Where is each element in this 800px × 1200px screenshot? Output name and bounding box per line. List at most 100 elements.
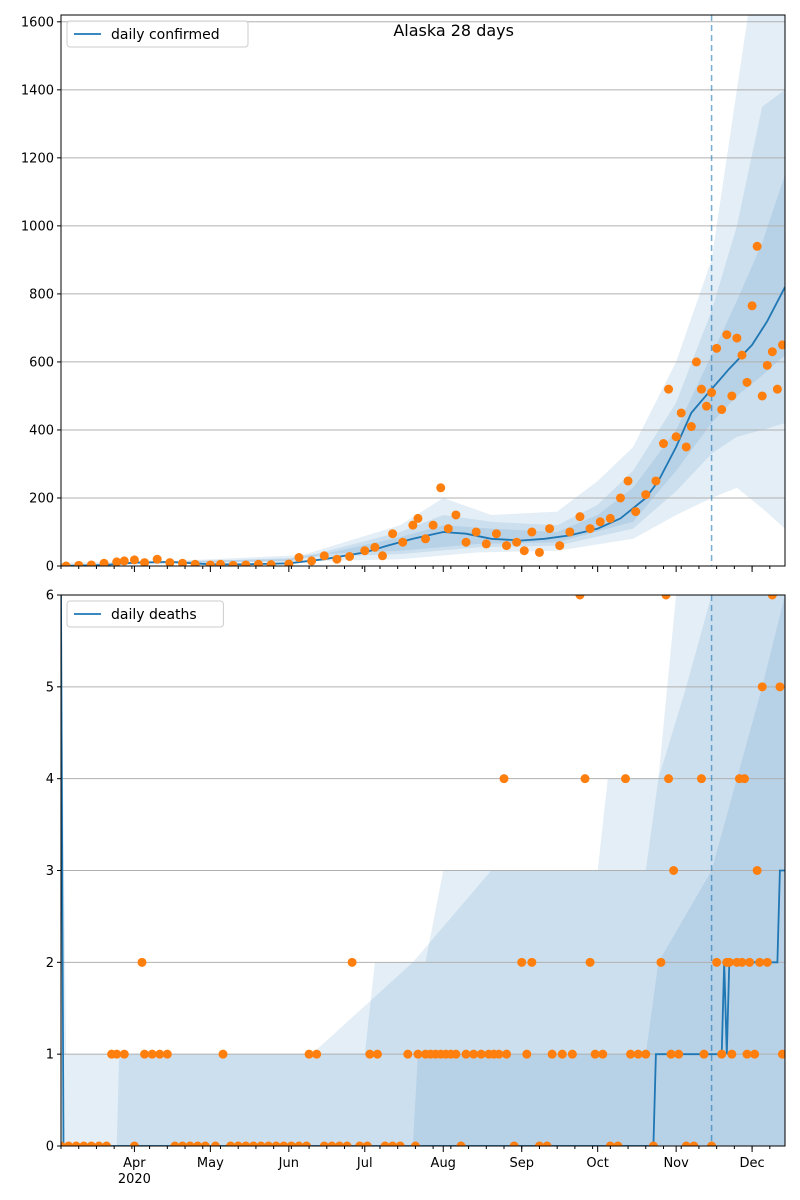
data-point [481,539,491,549]
data-point [94,1141,104,1146]
data-point [312,1049,322,1059]
data-point [534,1141,544,1146]
data-point [271,1141,281,1146]
legend-box [66,20,249,48]
data-point [307,556,317,566]
data-point [112,557,122,566]
data-point [253,559,263,566]
data-point [631,507,641,517]
x-tick-label: Sep [509,1156,534,1171]
data-point [64,1141,74,1146]
data-point [658,439,668,449]
data-point [724,957,734,967]
data-point [284,559,294,566]
data-point [119,1049,129,1059]
data-point [727,391,737,401]
data-point [241,560,251,566]
data-point [279,1141,289,1146]
data-point [605,513,615,523]
data-point [757,682,767,692]
data-point [99,558,109,566]
data-point [752,241,762,251]
data-point [598,1049,608,1059]
legend-label: daily deaths [111,607,197,623]
data-point [327,1141,337,1146]
data-point [165,558,175,566]
data-point [365,1049,375,1059]
data-point [294,1141,304,1146]
data-point [471,527,481,537]
data-point [542,1141,552,1146]
data-point [772,384,782,394]
data-point [757,391,767,401]
series-line [61,286,785,566]
data-point [398,537,408,547]
data-point [502,1049,512,1059]
data-point [689,1141,699,1146]
data-point [372,1049,382,1059]
data-point [633,1049,643,1059]
data-point [294,552,304,562]
data-point [410,1141,420,1146]
x-tick-label: Dec [740,1156,765,1171]
data-point [745,957,755,967]
data-point [742,1049,752,1059]
legend-box [66,600,224,628]
data-point [360,546,370,556]
data-point [170,1141,180,1146]
data-point [248,1141,258,1146]
data-point [527,957,537,967]
data-point [451,1049,461,1059]
data-point [509,1141,519,1146]
data-point [491,529,501,539]
data-point [147,1049,157,1059]
data-point [585,957,595,967]
data-point [641,1049,651,1059]
data-point [388,1141,398,1146]
data-point [428,520,438,530]
data-point [413,1049,423,1059]
data-point [408,520,418,530]
data-point [256,1141,266,1146]
x-tick-label: Apr [123,1156,146,1171]
data-point [112,1049,122,1059]
data-point [512,537,522,547]
data-point [74,560,84,566]
data-point [775,682,785,692]
data-point [200,1141,210,1146]
data-point [580,774,590,784]
y-tick-label: 800 [29,287,54,302]
data-point [762,957,772,967]
data-point [767,347,777,357]
y-tick-label: 0 [46,560,54,575]
data-point [413,513,423,523]
data-point [575,595,585,600]
data-point [777,340,785,350]
data-point [626,1049,636,1059]
data-point [615,493,625,503]
data-point [656,957,666,967]
data-point [575,512,585,522]
data-point [286,1141,296,1146]
data-point [722,330,732,340]
data-point [762,360,772,370]
data-point [686,422,696,432]
data-point [469,1049,479,1059]
data-point [436,483,446,493]
data-point [717,405,727,415]
data-point [681,1141,691,1146]
data-point [215,559,225,566]
data-point [61,561,71,566]
data-point [707,1141,717,1146]
uncertainty-band [61,595,785,1146]
data-point [522,1049,532,1059]
y-tick-label: 200 [29,491,54,506]
x-tick-label: Oct [586,1156,608,1171]
data-point [241,1141,251,1146]
plot-area [61,595,785,1146]
data-point [362,1141,372,1146]
y-tick-label: 1200 [21,151,54,166]
data-point [71,1141,81,1146]
data-point [226,1141,236,1146]
